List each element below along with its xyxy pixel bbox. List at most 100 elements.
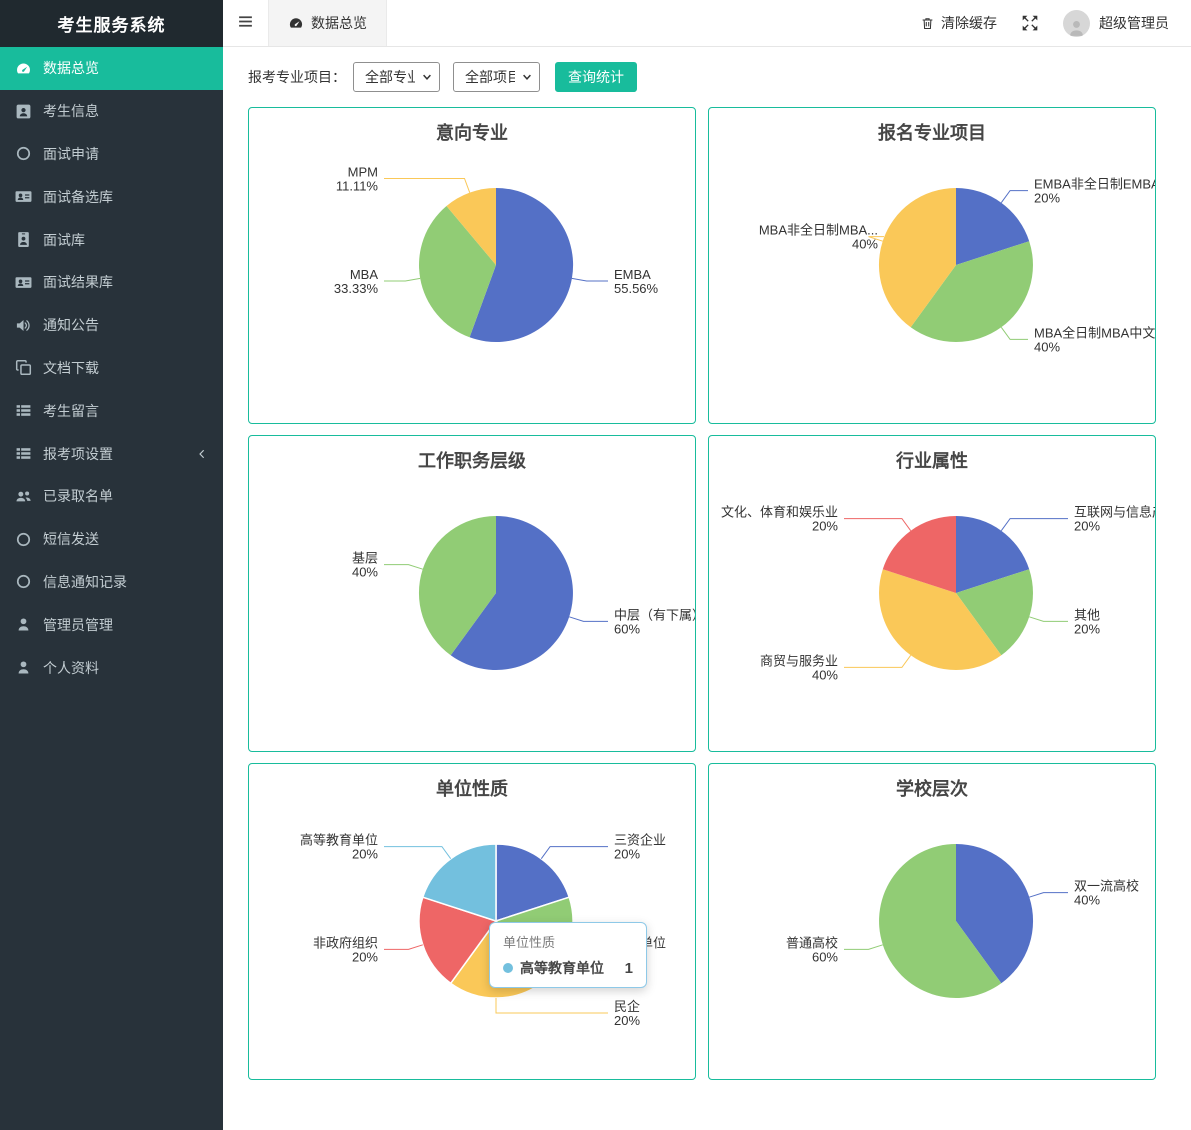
chart-title: 行业属性 [896,451,968,471]
pie-slice[interactable] [469,187,574,342]
slice-label-percent: 20% [352,949,378,964]
slice-label-percent: 40% [1074,893,1100,908]
sidebar-item-label: 文档下载 [43,359,99,376]
sidebar-nav: 数据总览 考生信息 面试申请面试备选库面试库面试结果库通知公告文档下载考生留言报考项… [0,47,223,689]
slice-label-percent: 20% [1074,519,1100,534]
slice-label-percent: 40% [812,667,838,682]
slice-label-percent: 60% [812,949,838,964]
slice-leader-line [495,998,608,1014]
pie-slice[interactable] [450,516,573,670]
pie-slice[interactable] [446,188,497,265]
pie-slice[interactable] [419,206,496,338]
circle-icon [15,573,32,590]
slice-leader-line [1029,892,1068,898]
clear-cache-label: 清除缓存 [941,15,997,31]
query-stats-button[interactable]: 查询统计 [555,62,637,92]
pie-slice[interactable] [956,188,1030,265]
id-card-icon [15,103,32,120]
topbar-right: 清除缓存 超级管理员 [920,0,1191,46]
sidebar-item-sms-send[interactable]: 短信发送 [0,518,223,561]
sidebar-item-candidate-info[interactable]: 考生信息 [0,90,223,133]
tab-data-overview[interactable]: 数据总览 [268,0,387,46]
chart-card-employer-type: 三资企业20%事业单位20%民企20%非政府组织20%高等教育单位20%单位性质… [248,763,696,1080]
sidebar-item-admitted-list[interactable]: 已录取名单 [0,475,223,518]
slice-label-percent: 20% [812,519,838,534]
pie-slice[interactable] [956,516,1030,593]
chart-card-industry: 互联网与信息产业20%其他20%商贸与服务业40%文化、体育和娱乐业20%行业属… [708,435,1156,752]
sidebar-item-document-download[interactable]: 文档下载 [0,347,223,390]
slice-label-name: 普通高校 [786,935,838,950]
pie-slice[interactable] [495,843,571,923]
clear-cache-button[interactable]: 清除缓存 [920,13,997,33]
sidebar-toggle-button[interactable] [223,0,268,46]
list-icon [15,445,32,462]
sidebar-item-interview-library[interactable]: 面试库 [0,218,223,261]
project-select[interactable]: 全部项目 [453,62,540,92]
gauge-icon [15,60,32,77]
main-area: 数据总览 清除缓存 超级管理员 报考专业项目： 全部专业 全部项目 [223,0,1191,1130]
chart-title: 工作职务层级 [418,451,526,471]
slice-leader-line [844,655,912,668]
user-menu[interactable]: 超级管理员 [1063,9,1169,37]
fullscreen-button[interactable] [1021,14,1039,32]
sidebar-item-data-overview[interactable]: 数据总览 [0,47,223,90]
pie-slice[interactable] [879,569,1002,671]
pie-slice[interactable] [956,569,1033,656]
list-icon [15,402,32,419]
sidebar-item-label: 面试备选库 [43,188,113,205]
circle-icon [15,145,32,162]
slice-label-name: EMBA非全日制EMBA长三 [1034,177,1155,192]
sidebar-item-notice[interactable]: 通知公告 [0,304,223,347]
username: 超级管理员 [1099,15,1169,31]
slice-leader-line [540,846,608,859]
sidebar-item-interview-backup[interactable]: 面试备选库 [0,175,223,218]
slice-leader-line [384,178,471,193]
chart-card-registered-program: EMBA非全日制EMBA长三20%MBA全日制MBA中文班40%MBA非全日制M… [708,107,1156,424]
topbar: 数据总览 清除缓存 超级管理员 [223,0,1191,47]
sidebar-item-notification-log[interactable]: 信息通知记录 [0,561,223,604]
slice-label-name: 文化、体育和娱乐业 [721,505,838,520]
slice-label-percent: 40% [352,565,378,580]
pie-slice[interactable] [878,187,956,328]
slice-label-name: MBA非全日制MBA... [759,223,878,238]
slice-label-name: 三资企业 [614,833,666,848]
slice-leader-line [384,277,421,282]
slice-label-name: 双一流高校 [1074,879,1139,894]
app-title: 考生服务系统 [0,0,223,47]
pie-slice[interactable] [421,843,497,923]
slice-leader-line [868,236,884,242]
slice-label-percent: 40% [1034,339,1060,354]
charts-grid: EMBA 55.56% MBA 33.33% MPM 11.11% 意向专业 EMBA非全日制… [223,105,1191,1100]
major-select[interactable]: 全部专业 [353,62,440,92]
slice-label-percent: 20% [352,847,378,862]
sidebar-item-application-settings[interactable]: 报考项设置 [0,432,223,475]
sidebar-item-interview-apply[interactable]: 面试申请 [0,133,223,176]
pie-slice[interactable] [418,516,496,656]
chart-tooltip: 单位性质 高等教育单位 1 [489,922,647,988]
slice-label-percent: 55.56% [614,281,659,296]
slice-leader-line [844,518,912,531]
tooltip-row: 高等教育单位 1 [503,958,633,978]
slice-label-name: 中层（有下属） [614,607,695,622]
pie-slice[interactable] [910,241,1033,343]
pie-slice[interactable] [879,844,1002,998]
sidebar-item-label: 考生留言 [43,402,99,419]
slice-label-percent: 20% [614,1013,640,1028]
sidebar-item-profile[interactable]: 个人资料 [0,646,223,689]
pie-slice[interactable] [956,844,1034,984]
sidebar-item-admin-manage[interactable]: 管理员管理 [0,603,223,646]
sidebar-item-label: 面试结果库 [43,274,113,291]
sidebar-item-label: 管理员管理 [43,616,113,633]
sidebar-item-label: 信息通知记录 [43,573,127,590]
pie-slice[interactable] [882,516,956,593]
slice-label-name: 非政府组织 [313,935,378,950]
sidebar-item-interview-results[interactable]: 面试结果库 [0,261,223,304]
address-card-icon [15,188,32,205]
sidebar-item-label: 个人资料 [43,659,99,676]
sidebar-item-candidate-messages[interactable]: 考生留言 [0,389,223,432]
avatar [1063,9,1090,37]
slice-leader-line [384,944,423,950]
